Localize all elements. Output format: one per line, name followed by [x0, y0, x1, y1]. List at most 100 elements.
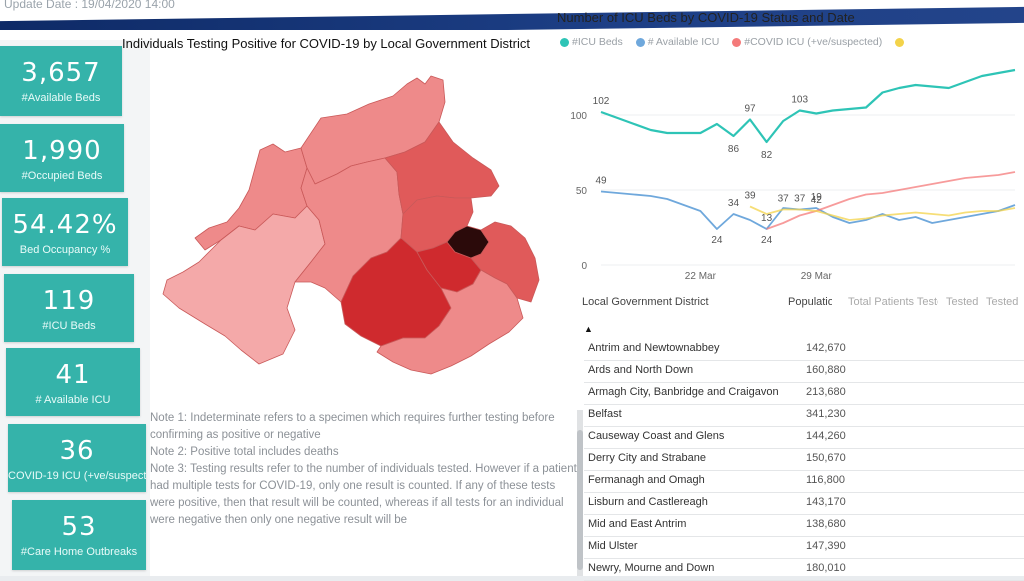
x-tick-label: 29 Mar	[801, 271, 833, 282]
data-label: 37	[778, 194, 790, 205]
update-date: Update Date : 19/04/2020 14:00	[4, 0, 175, 11]
table-row[interactable]: Belfast 341,230	[584, 404, 1024, 427]
legend-item[interactable]: # Available ICU	[635, 36, 719, 48]
column-header-tested-2[interactable]: Tested I	[986, 296, 1020, 308]
data-label: 24	[761, 235, 773, 246]
legend-item[interactable]: #ICU Beds	[560, 36, 623, 48]
data-label: 42	[811, 195, 823, 206]
district-population: 341,230	[806, 408, 846, 420]
kpi-bed-occupancy[interactable]: 54.42% Bed Occupancy %	[2, 198, 128, 266]
table-scrollbar-thumb[interactable]	[577, 430, 583, 570]
column-header-total-tested[interactable]: Total Patients Tested	[848, 296, 938, 308]
data-label: 82	[761, 150, 773, 161]
data-label: 39	[744, 191, 756, 202]
legend-dot-icon	[895, 37, 905, 47]
legend-label: #ICU Beds	[572, 36, 623, 48]
legend-item[interactable]: #COVID ICU (+ve/suspected)	[732, 36, 882, 48]
kpi-value: 36	[59, 436, 95, 466]
kpi-value: 53	[61, 512, 97, 542]
data-label: 37	[794, 194, 806, 205]
y-tick-label: 50	[576, 186, 588, 197]
data-label: 19	[811, 192, 823, 203]
kpi-column: 3,657 #Available Beds 1,990 #Occupied Be…	[0, 40, 150, 576]
note-3: Note 3: Testing results refer to the num…	[150, 463, 577, 526]
kpi-care-home-outbreaks[interactable]: 53 #Care Home Outbreaks	[12, 500, 146, 570]
y-tick-label: 100	[570, 111, 587, 122]
legend-dot-icon	[635, 37, 645, 47]
table-row[interactable]: Newry, Mourne and Down 180,010	[584, 558, 1024, 581]
legend-item[interactable]	[895, 36, 907, 48]
notes-panel: Note 1: Indeterminate refers to a specim…	[150, 410, 580, 570]
note-2: Note 2: Positive total includes deaths	[150, 446, 339, 458]
data-label: 86	[728, 144, 740, 155]
region-mid-east-antrim[interactable]	[384, 121, 500, 215]
district-map[interactable]	[155, 62, 555, 392]
district-name: Fermanagh and Omagh	[588, 474, 705, 486]
district-name: Belfast	[588, 408, 622, 420]
data-label: 34	[728, 198, 740, 209]
district-name: Newry, Mourne and Down	[588, 562, 715, 574]
column-header-tested[interactable]: Tested I	[946, 296, 980, 308]
district-name: Mid Ulster	[588, 540, 638, 552]
kpi-covid-icu[interactable]: 36 COVID-19 ICU (+ve/suspected)	[8, 424, 146, 492]
kpi-value: 119	[42, 286, 96, 316]
district-population: 142,670	[806, 342, 846, 354]
map-title: Individuals Testing Positive for COVID-1…	[122, 36, 530, 51]
district-table: Local Government District Population Tot…	[578, 288, 1024, 581]
kpi-label: #ICU Beds	[42, 320, 96, 332]
district-population: 213,680	[806, 386, 846, 398]
sort-ascending-icon[interactable]: ▲	[584, 324, 593, 334]
series-line-3[interactable]	[749, 205, 1016, 221]
kpi-label: #Occupied Beds	[21, 170, 103, 182]
x-tick-label: 22 Mar	[685, 271, 717, 282]
series-line-1[interactable]	[600, 190, 1016, 230]
kpi-icu-beds[interactable]: 119 #ICU Beds	[4, 274, 134, 342]
y-tick-label: 0	[581, 261, 587, 272]
region-fermanagh-omagh[interactable]	[162, 205, 326, 365]
legend-dot-icon	[732, 37, 742, 47]
district-name: Antrim and Newtownabbey	[588, 342, 720, 354]
district-name: Causeway Coast and Glens	[588, 430, 725, 442]
table-row[interactable]: Causeway Coast and Glens 144,260	[584, 426, 1024, 449]
legend-dot-icon	[560, 37, 569, 47]
note-1: Note 1: Indeterminate refers to a specim…	[150, 412, 555, 441]
kpi-label: #Care Home Outbreaks	[20, 546, 138, 558]
table-row[interactable]: Armagh City, Banbridge and Craigavon 213,…	[584, 382, 1024, 405]
series-line-0[interactable]	[600, 68, 1016, 144]
district-population: 138,680	[806, 518, 846, 530]
kpi-value: 41	[55, 360, 91, 390]
district-name: Ards and North Down	[588, 364, 694, 376]
series-line-2[interactable]	[766, 171, 1016, 230]
kpi-label: #Available Beds	[21, 92, 101, 104]
icu-chart-title: Number of ICU Beds by COVID-19 Status an…	[557, 10, 855, 25]
region-newry-mourne-down[interactable]	[376, 269, 524, 375]
data-label: 49	[595, 176, 607, 187]
table-row[interactable]: Ards and North Down 160,880	[584, 360, 1024, 383]
data-label: 97	[744, 104, 756, 115]
data-label: 102	[593, 96, 610, 107]
district-population: 147,390	[806, 540, 846, 552]
table-row[interactable]: Mid and East Antrim 138,680	[584, 514, 1024, 537]
table-row[interactable]: Mid Ulster 147,390	[584, 536, 1024, 559]
district-population: 144,260	[806, 430, 846, 442]
kpi-available-icu[interactable]: 41 # Available ICU	[6, 348, 140, 416]
district-name: Lisburn and Castlereagh	[588, 496, 708, 508]
kpi-label: COVID-19 ICU (+ve/suspected)	[8, 470, 146, 482]
table-row[interactable]: Lisburn and Castlereagh 143,170	[584, 492, 1024, 515]
kpi-value: 1,990	[22, 136, 102, 166]
column-header-district[interactable]: Local Government District	[582, 296, 709, 308]
kpi-label: # Available ICU	[35, 394, 111, 406]
kpi-value: 54.42%	[12, 210, 118, 240]
district-population: 150,670	[806, 452, 846, 464]
district-population: 143,170	[806, 496, 846, 508]
column-header-population[interactable]: Population	[788, 296, 832, 308]
kpi-occupied-beds[interactable]: 1,990 #Occupied Beds	[0, 124, 124, 192]
icu-chart-legend: #ICU Beds # Available ICU #COVID ICU (+v…	[560, 36, 917, 54]
icu-line-chart[interactable]: 0 50 100 22 Mar 29 Mar 102 86 97 82 103 49 24 34 24 13…	[555, 60, 1024, 285]
district-population: 160,880	[806, 364, 846, 376]
kpi-available-beds[interactable]: 3,657 #Available Beds	[0, 46, 122, 116]
data-label: 24	[711, 235, 723, 246]
table-row[interactable]: Derry City and Strabane 150,670	[584, 448, 1024, 471]
table-row[interactable]: Antrim and Newtownabbey 142,670	[584, 338, 1024, 361]
table-row[interactable]: Fermanagh and Omagh 116,800	[584, 470, 1024, 493]
